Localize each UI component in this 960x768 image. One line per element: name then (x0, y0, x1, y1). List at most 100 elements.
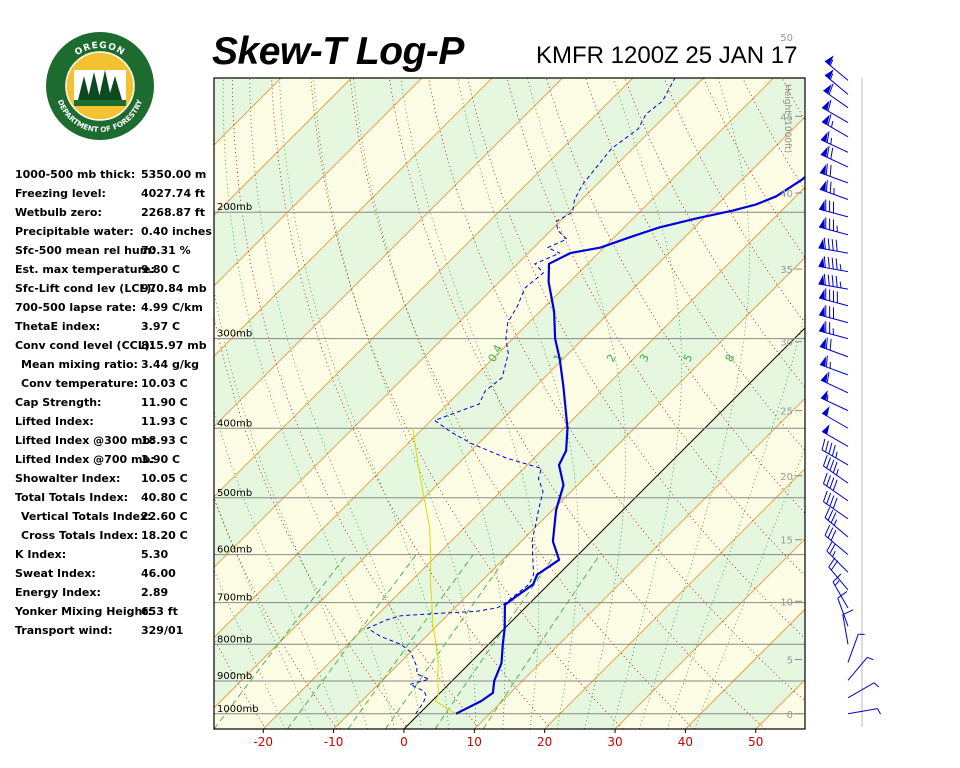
wind-barb (819, 337, 849, 358)
isotherm-line (214, 116, 805, 709)
wind-barb-flag (824, 524, 831, 536)
wind-barb-pennant (819, 218, 825, 229)
wind-barb-flag (824, 440, 829, 453)
wind-barb-half (826, 394, 829, 401)
pressure-label: 600mb (217, 545, 252, 556)
index-value: 5.30 (141, 548, 169, 561)
wind-barb-pennant (819, 338, 827, 349)
wind-barb-half (833, 519, 838, 526)
wind-barb-pennant (823, 84, 832, 94)
x-tick-label: -10 (324, 735, 344, 749)
wind-barb-staff (824, 60, 849, 81)
wind-barb-pennant (825, 55, 834, 65)
pressure-label: 500mb (217, 488, 252, 499)
height-tick-label: 30 (780, 338, 793, 349)
index-value: 3.90 C (141, 453, 181, 466)
wind-barb-flag (831, 275, 834, 287)
wind-barb-pennant (820, 146, 828, 157)
moist-adiabat (353, 78, 506, 729)
wind-barb-flag (826, 146, 830, 158)
index-value: 4027.74 ft (141, 187, 205, 200)
parcel-profile (412, 428, 457, 715)
moist-adiabat (694, 446, 805, 729)
wind-barb-staff (824, 517, 849, 538)
wind-barb-flag (822, 490, 828, 502)
index-row: Lifted Index @700 mb: 3.90 C (15, 453, 215, 472)
index-label: Sweat Index: (15, 567, 96, 580)
wind-barb (828, 557, 849, 591)
index-value: 10.05 C (141, 472, 188, 485)
wind-barb-flag (821, 438, 826, 451)
wind-barb-flag (831, 239, 834, 251)
index-value: 970.84 mb (141, 282, 207, 295)
wind-barb-pennant (818, 274, 825, 286)
index-row: Lifted Index @300 mb: 18.93 C (15, 434, 215, 453)
wind-barb (821, 114, 849, 138)
height-tick-label: 40 (780, 189, 793, 200)
isotherm-line (262, 186, 805, 729)
dry-adiabat (271, 78, 552, 729)
wind-barb-pennant (820, 390, 828, 401)
isotherm-band (214, 78, 805, 708)
wind-barb-flag (826, 371, 830, 384)
wind-barb-flag (830, 512, 837, 524)
wind-barb-staff (823, 465, 849, 484)
x-tick-label: 0 (400, 735, 408, 749)
pressure-label: 300mb (217, 329, 252, 340)
pressure-label: 800mb (217, 634, 252, 645)
wind-barb-staff (832, 581, 849, 609)
dry-adiabat (349, 78, 695, 729)
index-value: 22.60 C (141, 510, 188, 523)
wind-barb (821, 438, 849, 466)
wind-barb-flag (826, 493, 832, 505)
index-row: Transport wind: 329/01 (15, 624, 215, 643)
wind-barb-pennant (819, 321, 825, 333)
wind-barb-half (829, 59, 834, 66)
moist-adiabat (400, 78, 540, 729)
moist-adiabat (214, 408, 341, 729)
wind-barb (819, 163, 849, 184)
index-value: 3.97 C (141, 320, 181, 333)
wind-barb (822, 472, 849, 502)
index-label: Est. max temperature: (15, 263, 155, 276)
index-value: 5350.00 m (141, 168, 207, 181)
index-value: 46.00 (141, 567, 176, 580)
index-value: 4.99 C/km (141, 301, 203, 314)
wind-barb-flag (832, 573, 842, 583)
index-label: Lifted Index @700 mb: (15, 453, 155, 466)
wind-barb-staff (847, 656, 868, 681)
isotherm-band (0, 78, 70, 729)
wind-barb-half (877, 708, 881, 715)
index-value: 18.93 C (141, 434, 188, 447)
wind-barb (832, 573, 849, 609)
index-label: Precipitable water: (15, 225, 134, 238)
dry-adiabat (900, 78, 960, 729)
index-label: Total Totals Index: (15, 491, 129, 504)
isotherm-line (214, 78, 634, 498)
index-value: 2.89 (141, 586, 169, 599)
plot-area: 0.4 1 2 3 5 8 (0, 78, 960, 729)
index-row: Freezing level: 4027.74 ft (15, 187, 215, 206)
sounding-indices-panel: 1000-500 mb thick: 5350.00 m Freezing leve… (15, 168, 215, 643)
wind-barb-pennant (818, 257, 825, 268)
wind-barb (823, 83, 849, 109)
index-value: 11.90 C (141, 396, 188, 409)
wind-barb-flag (829, 495, 835, 507)
wind-barb-pennant (819, 200, 825, 211)
wind-barb-flag (831, 444, 836, 457)
wind-barb-flag (825, 180, 828, 192)
height-axis-label: Height (1000ft) (782, 84, 792, 153)
wind-barb (824, 69, 849, 95)
x-tick-label: -20 (253, 735, 273, 749)
index-row: Showalter Index: 10.05 C (15, 472, 215, 491)
height-tick-label: 0 (787, 710, 793, 721)
index-row: Est. max temperature: 9.80 C (15, 263, 215, 282)
wind-barb-flag (823, 256, 826, 268)
index-value: 815.97 mb (141, 339, 207, 352)
wind-barb-staff (847, 634, 859, 663)
wind-barb (818, 273, 849, 290)
wind-barb-staff (828, 566, 849, 591)
x-tick-label: 10 (467, 735, 482, 749)
mixing-ratio-line (434, 554, 556, 729)
index-value: 0.40 inches (141, 225, 212, 238)
